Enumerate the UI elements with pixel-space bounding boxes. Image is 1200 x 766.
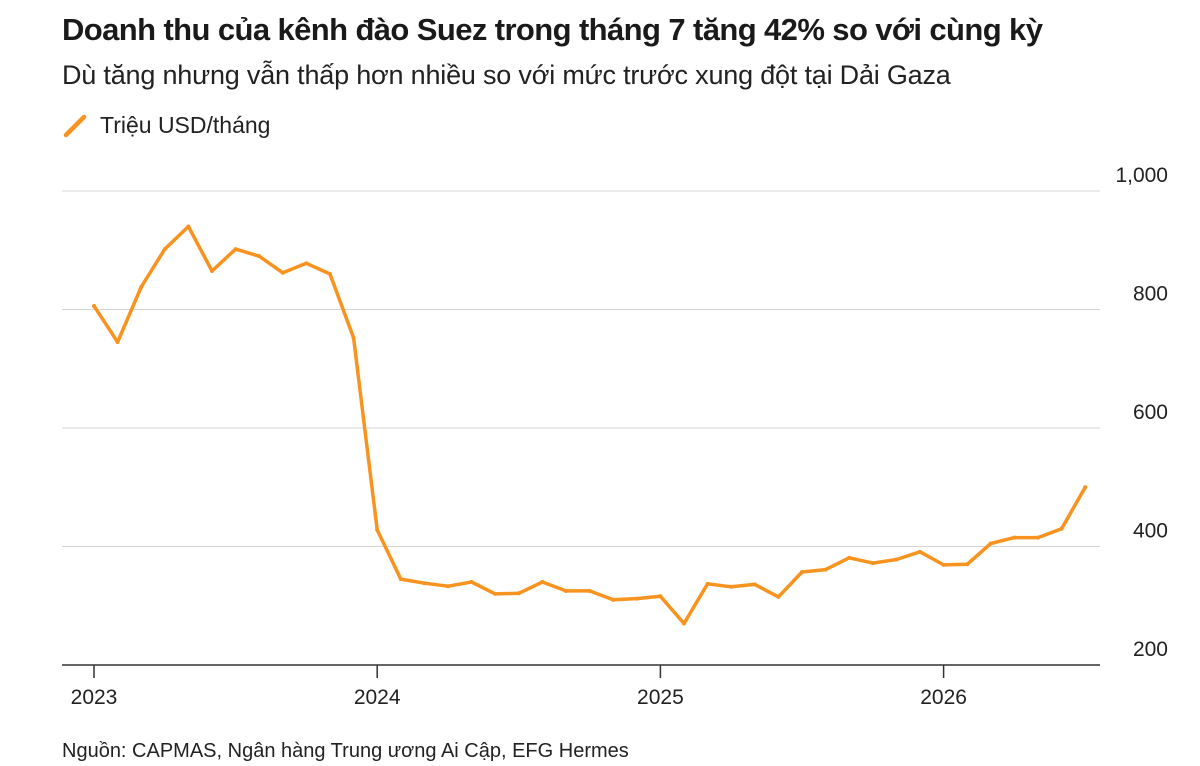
legend-label: Triệu USD/tháng [100, 111, 271, 138]
data-point [1036, 535, 1040, 540]
source-note: Nguồn: CAPMAS, Ngân hàng Trung ương Ai C… [62, 740, 629, 762]
data-point [705, 581, 710, 586]
data-point [564, 588, 568, 593]
data-point [210, 268, 214, 273]
data-point [823, 567, 828, 572]
x-axis: 2023 2024 2025 2026 [71, 665, 967, 709]
data-point [1012, 535, 1017, 540]
data-point [328, 271, 332, 276]
data-point [800, 569, 804, 574]
x-tick-label: 2025 [637, 686, 684, 709]
data-point [682, 621, 686, 626]
data-point [280, 270, 285, 275]
data-point [446, 584, 450, 589]
data-point [776, 594, 781, 599]
y-axis: 200 400 600 800 1,000 [1115, 164, 1168, 661]
y-tick-label: 1,000 [1115, 164, 1168, 187]
y-tick-label: 800 [1133, 283, 1168, 306]
data-point [92, 303, 96, 308]
x-tick-label: 2026 [920, 686, 967, 709]
data-point [847, 555, 852, 560]
data-point [351, 335, 356, 340]
data-point [1083, 485, 1088, 490]
y-tick-label: 200 [1133, 638, 1168, 661]
data-point [422, 581, 427, 586]
data-point [1059, 526, 1064, 531]
series-line-layer [92, 224, 1088, 626]
data-point [988, 541, 993, 546]
gridlines [62, 190, 1100, 666]
data-point [729, 584, 734, 589]
x-tick-label: 2023 [71, 686, 118, 709]
data-point [304, 261, 309, 266]
data-point [941, 562, 946, 567]
data-point [870, 561, 875, 566]
data-point [139, 284, 144, 289]
y-tick-label: 600 [1133, 401, 1168, 424]
data-point [233, 247, 238, 252]
data-point [540, 580, 545, 585]
data-point [658, 594, 663, 599]
data-point [587, 588, 592, 593]
data-point [894, 557, 899, 562]
x-tick-label: 2024 [354, 686, 401, 709]
chart-title: Doanh thu của kênh đào Suez trong tháng … [62, 12, 1043, 47]
data-point [634, 596, 639, 601]
data-point [469, 580, 474, 585]
chart-subtitle: Dù tăng nhưng vẫn thấp hơn nhiều so với … [62, 60, 951, 90]
data-point [398, 577, 403, 582]
data-point [162, 247, 167, 252]
legend-line-icon [63, 114, 87, 138]
data-point [375, 527, 380, 532]
data-point [752, 582, 757, 587]
y-tick-label: 400 [1133, 520, 1168, 543]
series-line [92, 224, 1087, 626]
data-point [493, 591, 498, 596]
legend: Triệu USD/tháng [62, 111, 270, 139]
data-point [965, 562, 970, 567]
data-point [257, 254, 262, 259]
data-point [918, 549, 922, 554]
data-point [611, 597, 616, 602]
data-point [516, 591, 521, 596]
data-point [186, 224, 191, 229]
data-point [115, 340, 120, 345]
